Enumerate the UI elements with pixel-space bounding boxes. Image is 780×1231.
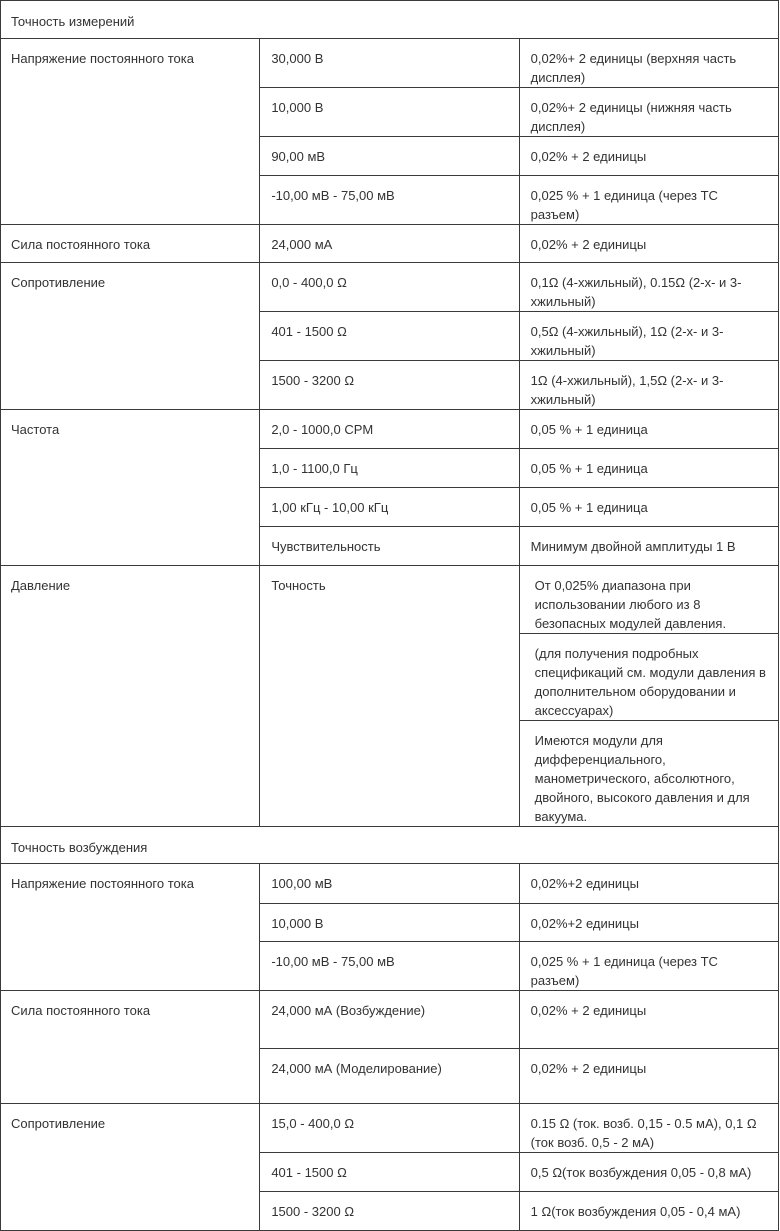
accuracy-cell: 0,02% + 2 единицы [518,224,780,263]
table-row: 90,00 мВ 0,02% + 2 единицы [1,136,780,176]
range-cell: 24,000 мА [259,224,520,263]
accuracy-cell: 0,05 % + 1 единица [518,448,780,488]
accuracy-cell: 0,05 % + 1 единица [518,409,780,449]
accuracy-cell: 0,02% + 2 единицы [518,990,780,1049]
accuracy-cell: 1 Ω(ток возбуждения 0,05 - 0,4 мА) [518,1191,780,1231]
accuracy-cell: 0,02%+ 2 единицы (верхняя часть дисплея) [518,38,780,88]
accuracy-cell: Минимум двойной амплитуды 1 В [518,526,780,566]
range-cell: 401 - 1500 Ω [259,311,520,361]
accuracy-cell: (для получения подробных спецификаций см… [518,633,780,721]
range-cell: 10,000 В [259,903,520,942]
table-row: -10,00 мВ - 75,00 мВ 0,025 % + 1 единица … [1,941,780,991]
range-cell: 1500 - 3200 Ω [259,1191,520,1231]
range-cell: 1,00 кГц - 10,00 кГц [259,487,520,527]
range-cell: 100,00 мВ [259,863,520,904]
range-cell: 401 - 1500 Ω [259,1152,520,1192]
accuracy-cell: 0,5Ω (4-хжильный), 1Ω (2-х- и 3-хжильный… [518,311,780,361]
accuracy-cell: 0,02% + 2 единицы [518,1048,780,1104]
accuracy-cell: 0,025 % + 1 единица (через ТС разъем) [518,175,780,225]
range-cell: 2,0 - 1000,0 CPM [259,409,520,449]
table-row: Сопротивление 15,0 - 400,0 Ω 0.15 Ω (ток. … [0,1103,780,1231]
table-row: Сила постоянного тока 24,000 мА (Возбужде… [0,990,780,1104]
range-cell: -10,00 мВ - 75,00 мВ [259,175,520,225]
table-row: Напряжение постоянного тока 100,00 мВ 0,02… [0,863,780,991]
range-cell: 1,0 - 1100,0 Гц [259,448,520,488]
accuracy-cell: Имеются модули для дифференциального, ма… [518,720,780,827]
table-row: Сопротивление 0,0 - 400,0 Ω 0,1Ω (4-хжильн… [0,262,780,410]
range-cell: 24,000 мА (Возбуждение) [259,990,520,1049]
range-cell: 1500 - 3200 Ω [259,360,520,410]
parameter-cell: Сопротивление [0,1103,261,1231]
table-row: (для получения подробных спецификаций см… [1,633,780,721]
table-row: Имеются модули для дифференциального, ма… [1,720,780,827]
accuracy-cell: 0,025 % + 1 единица (через ТС разъем) [518,941,780,991]
parameter-cell: Сопротивление [0,262,261,410]
table-row: Частота 2,0 - 1000,0 CPM 0,05 % + 1 единиц… [0,409,780,566]
range-cell: 15,0 - 400,0 Ω [259,1103,520,1153]
parameter-cell: Частота [0,409,261,566]
range-cell: 90,00 мВ [259,136,520,176]
range-cell: Точность [259,565,520,827]
range-cell: -10,00 мВ - 75,00 мВ [259,941,520,991]
table-row: Сила постоянного тока 24,000 мА 0,02% + 2 … [0,224,780,263]
accuracy-cell: От 0,025% диапазона при использовании лю… [518,565,780,634]
table-row: 1,00 кГц - 10,00 кГц 0,05 % + 1 единица [1,487,780,527]
section-title: Точность возбуждения [0,826,779,864]
table-row: 10,000 В 0,02%+2 единицы [1,903,780,942]
parameter-cell: Напряжение постоянного тока [0,38,261,225]
parameter-cell: Давление [0,565,261,827]
table-row: -10,00 мВ - 75,00 мВ 0,025 % + 1 единица … [1,175,780,225]
parameter-cell: Напряжение постоянного тока [0,863,261,991]
range-cell: 24,000 мА (Моделирование) [259,1048,520,1104]
accuracy-cell: 1Ω (4-хжильный), 1,5Ω (2-х- и 3-хжильный… [518,360,780,410]
parameter-cell: Сила постоянного тока [0,224,261,263]
range-cell: 10,000 В [259,87,520,137]
table-row: 1500 - 3200 Ω 1Ω (4-хжильный), 1,5Ω (2-х-… [1,360,780,410]
accuracy-cell: 0,05 % + 1 единица [518,487,780,527]
table-row: Чувствительность Минимум двойной амплитуд… [1,526,780,566]
range-cell: Чувствительность [259,526,520,566]
accuracy-cell: 0,02%+2 единицы [518,903,780,942]
accuracy-cell: 0,1Ω (4-хжильный), 0.15Ω (2-х- и 3-хжиль… [518,262,780,312]
table-row: 1,0 - 1100,0 Гц 0,05 % + 1 единица [1,448,780,488]
table-row: Напряжение постоянного тока 30,000 В 0,02%… [0,38,780,225]
accuracy-cell: 0,02% + 2 единицы [518,136,780,176]
accuracy-cell: 0,5 Ω(ток возбуждения 0,05 - 0,8 мА) [518,1152,780,1192]
section-header-row: Точность измерений [0,0,779,39]
section-title: Точность измерений [0,0,779,39]
range-cell: 0,0 - 400,0 Ω [259,262,520,312]
table-row: 10,000 В 0,02%+ 2 единицы (нижняя часть д… [1,87,780,137]
parameter-cell: Сила постоянного тока [0,990,261,1104]
accuracy-cell: 0,02%+2 единицы [518,863,780,904]
accuracy-cell: 0,02%+ 2 единицы (нижняя часть дисплея) [518,87,780,137]
table-row: Давление Точность От 0,025% диапазона при … [0,565,780,827]
section-header-row: Точность возбуждения [0,826,779,864]
accuracy-cell: 0.15 Ω (ток. возб. 0,15 - 0.5 мА), 0,1 Ω… [518,1103,780,1153]
range-cell: 30,000 В [259,38,520,88]
table-row: 401 - 1500 Ω 0,5Ω (4-хжильный), 1Ω (2-х- … [1,311,780,361]
